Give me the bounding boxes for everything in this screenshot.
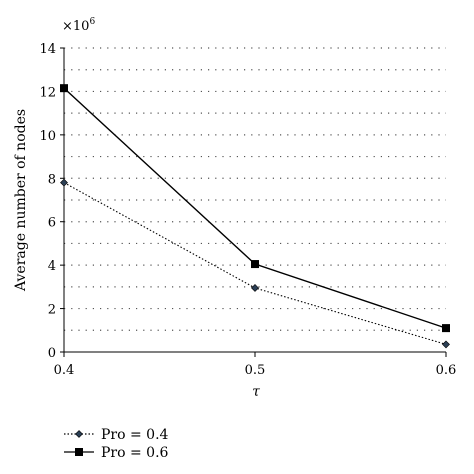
data-point-diamond [251, 284, 259, 292]
y-tick-label: 12 [39, 85, 56, 100]
y-multiplier: ×106 [62, 17, 95, 34]
y-tick-label: 4 [48, 259, 56, 274]
y-tick-label: 0 [48, 346, 56, 361]
y-tick-label: 10 [39, 129, 56, 144]
y-tick-labels: 0 2 4 6 8 10 12 14 [39, 42, 64, 361]
series-lines [60, 84, 450, 349]
data-point-diamond [75, 430, 83, 438]
y-axis-title: Average number of nodes [13, 109, 29, 292]
y-tick-label: 8 [48, 172, 56, 187]
x-axis-title: τ [252, 384, 260, 400]
series-line [63, 87, 447, 329]
data-point-square [60, 84, 68, 93]
x-tick-label: 0.4 [54, 363, 75, 378]
legend-label: Pro = 0.6 [101, 445, 169, 461]
y-tick-label: 14 [39, 42, 56, 57]
data-point-square [251, 260, 259, 269]
data-point-diamond [442, 340, 450, 349]
y-tick-label: 2 [48, 303, 56, 318]
x-tick-label: 0.6 [436, 363, 457, 378]
x-tick-label: 0.5 [245, 363, 266, 378]
y-tick-label: 6 [48, 216, 56, 231]
data-point-square [442, 324, 450, 333]
legend: Pro = 0.4 Pro = 0.6 [64, 427, 169, 461]
data-point-square [75, 448, 83, 456]
data-point-diamond [60, 178, 68, 187]
x-tick-labels: 0.4 0.5 0.6 [54, 352, 457, 378]
legend-label: Pro = 0.4 [101, 427, 169, 443]
